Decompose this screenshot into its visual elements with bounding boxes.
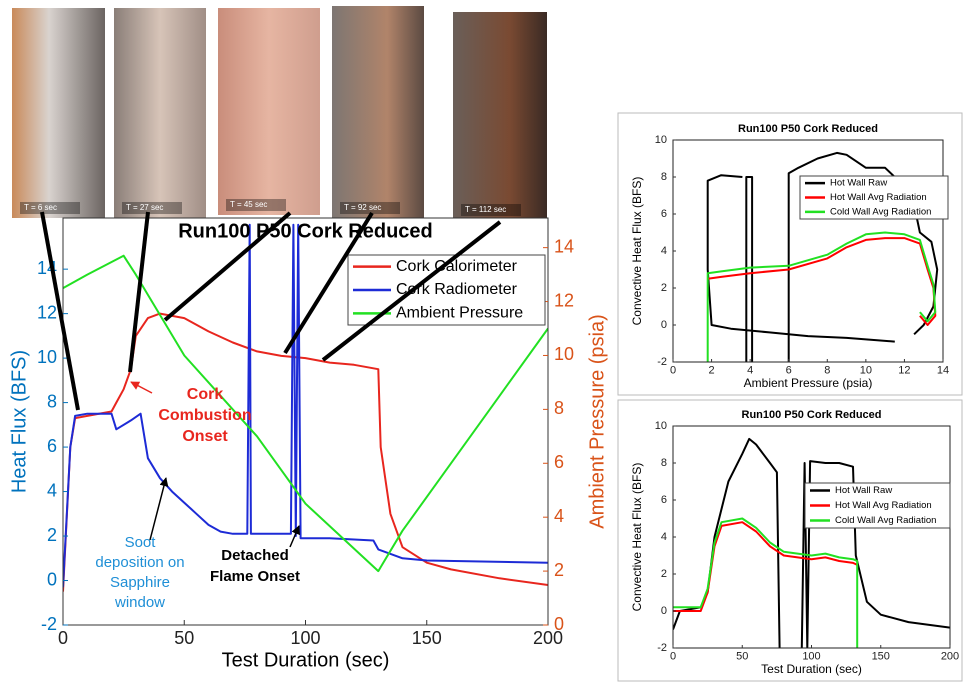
y2-tick-label: 8 <box>554 398 564 418</box>
y2-tick-label: 2 <box>554 560 564 580</box>
y-tick-label: 12 <box>37 302 57 322</box>
y-tick-label: 4 <box>661 245 667 257</box>
panel-frame <box>618 113 962 395</box>
y-tick-label: 8 <box>47 391 57 411</box>
figure: T = 6 sec T = 27 sec T = 45 sec T = 92 sec T… <box>0 0 964 683</box>
x-tick-label: 100 <box>802 651 820 663</box>
y2-tick-label: 12 <box>554 290 574 310</box>
chart-title: Run100 P50 Cork Reduced <box>738 123 878 135</box>
y-tick-label: 10 <box>655 134 667 146</box>
legend-label: Cork Calorimeter <box>396 258 518 275</box>
annotation: Cork <box>187 386 224 403</box>
legend-label: Ambient Pressure <box>396 305 523 322</box>
x-tick-label: 0 <box>58 628 68 648</box>
x-tick-label: 8 <box>824 365 830 377</box>
x-tick-label: 200 <box>941 651 959 663</box>
y-tick-label: 6 <box>661 208 667 220</box>
y-tick-label: 6 <box>661 494 667 506</box>
annotation: Onset <box>182 428 228 445</box>
x-tick-label: 10 <box>860 365 872 377</box>
y2-tick-label: 4 <box>554 506 564 526</box>
x-tick-label: 14 <box>937 365 949 377</box>
y-tick-label: 8 <box>661 171 667 183</box>
y-tick-label: 10 <box>655 420 667 432</box>
x-tick-label: 50 <box>174 628 194 648</box>
photo <box>12 8 105 218</box>
y2-tick-label: 10 <box>554 344 574 364</box>
chart: 050100150200-20246810121402468101214Run1… <box>0 218 612 683</box>
y-axis-label: Convective Heat Flux (BFS) <box>630 177 644 326</box>
page: T = 6 sec T = 27 sec T = 45 sec T = 92 sec T… <box>0 0 964 683</box>
annotation: Combustion <box>158 407 251 424</box>
x-tick-label: 0 <box>670 365 676 377</box>
y-tick-label: 6 <box>47 436 57 456</box>
chart-title: Run100 P50 Cork Reduced <box>742 409 882 421</box>
annotation: Detached <box>221 547 289 564</box>
x-axis-label: Test Duration (sec) <box>761 662 862 676</box>
y-tick-label: -2 <box>41 614 57 634</box>
photo <box>453 12 547 220</box>
x-tick-label: 4 <box>747 365 753 377</box>
legend-label: Cold Wall Avg Radiation <box>830 206 931 217</box>
x-axis-label: Ambient Pressure (psia) <box>744 376 873 390</box>
y-tick-label: 0 <box>661 319 667 331</box>
x-tick-label: 2 <box>709 365 715 377</box>
x-tick-label: 12 <box>898 365 910 377</box>
chart-title: Run100 P50 Cork Reduced <box>178 220 433 242</box>
y-tick-label: 0 <box>661 605 667 617</box>
legend-label: Hot Wall Avg Radiation <box>835 500 932 511</box>
photo <box>332 6 424 218</box>
annotation: Flame Onset <box>210 568 300 585</box>
x-tick-label: 6 <box>786 365 792 377</box>
panel-frame <box>618 400 962 681</box>
x-tick-label: 50 <box>736 651 748 663</box>
y-tick-label: 8 <box>661 457 667 469</box>
photo-label: T = 6 sec <box>24 203 57 212</box>
legend-label: Cold Wall Avg Radiation <box>835 515 936 526</box>
y2-tick-label: 6 <box>554 452 564 472</box>
y2-axis-label: Ambient Pressure (psia) <box>586 314 608 529</box>
photo <box>114 8 206 218</box>
y-tick-label: 2 <box>661 568 667 580</box>
x-tick-label: 100 <box>290 628 320 648</box>
photo-label: T = 27 sec <box>126 203 163 212</box>
photo-label: T = 45 sec <box>230 200 267 209</box>
annotation: window <box>114 594 165 611</box>
annotation: Sapphire <box>110 574 170 591</box>
x-tick-label: 150 <box>412 628 442 648</box>
legend-label: Hot Wall Avg Radiation <box>830 192 927 203</box>
photo-label: T = 92 sec <box>344 203 381 212</box>
y-tick-label: 2 <box>661 282 667 294</box>
annotation: deposition on <box>95 554 184 571</box>
y-tick-label: -2 <box>657 642 667 654</box>
y-tick-label: 4 <box>47 480 57 500</box>
y-axis-label: Convective Heat Flux (BFS) <box>630 463 644 612</box>
y-tick-label: -2 <box>657 356 667 368</box>
x-tick-label: 0 <box>670 651 676 663</box>
photo-label: T = 112 sec <box>465 205 506 214</box>
y-tick-label: 4 <box>661 531 667 543</box>
y-axis-label: Heat Flux (BFS) <box>8 350 30 493</box>
y2-tick-label: 14 <box>554 236 574 256</box>
x-tick-label: 150 <box>872 651 890 663</box>
y-tick-label: 2 <box>47 525 57 545</box>
x-axis-label: Test Duration (sec) <box>222 650 390 672</box>
photo-strip: T = 6 sec T = 27 sec T = 45 sec T = 92 sec T… <box>12 6 547 220</box>
legend-label: Hot Wall Raw <box>830 178 887 189</box>
y2-tick-label: 0 <box>554 614 564 634</box>
legend-label: Hot Wall Raw <box>835 485 892 496</box>
y-tick-label: 10 <box>37 347 57 367</box>
photo <box>218 8 320 215</box>
y-tick-label: 0 <box>47 569 57 589</box>
